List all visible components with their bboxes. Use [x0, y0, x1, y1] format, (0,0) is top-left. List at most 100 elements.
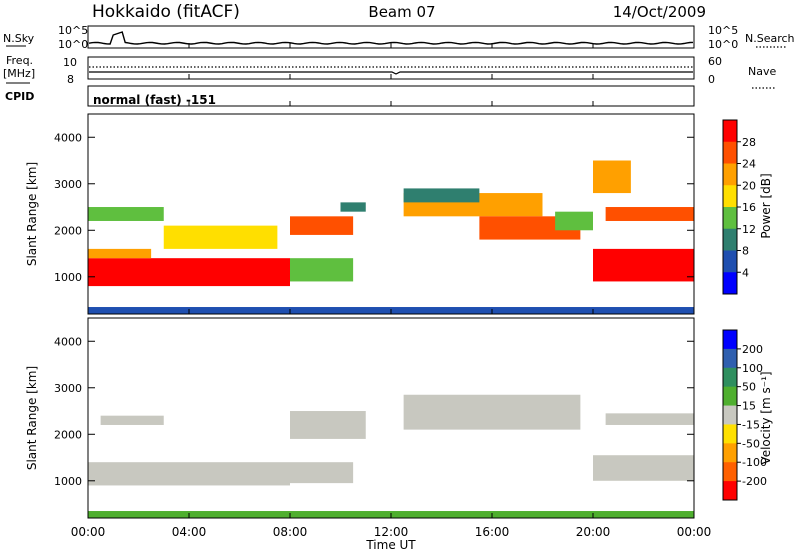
power-colorbar-tick-label: 4 [742, 266, 749, 279]
velocity-region [100, 415, 164, 425]
date-title: 14/Oct/2009 [613, 3, 706, 21]
y-tick-label: 4000 [54, 131, 82, 144]
power-region [88, 207, 164, 221]
y-tick-label: 2000 [54, 428, 82, 441]
power-region [340, 202, 366, 212]
power-colorbar-tick-label: 24 [742, 158, 756, 171]
time-x-axis: 00:00 04:00 08:00 12:00 16:00 20:00 00:00 [71, 43, 712, 539]
velocity-ylabel: Slant Range [km] [25, 366, 39, 470]
power-region [555, 211, 593, 231]
power-region [593, 248, 694, 282]
velocity-colorbar-tick-label: -200 [742, 475, 767, 488]
velocity-colorbar-segment [723, 330, 737, 350]
velocity-colorbar-segment [723, 481, 737, 501]
power-colorbar-segment [723, 163, 737, 186]
velocity-colorbar-tick-label: -15 [742, 418, 760, 431]
freq-tick-top: 10 [63, 56, 77, 69]
power-colorbar-tick-label: 12 [742, 223, 756, 236]
y-tick-label: 4000 [54, 335, 82, 348]
velocity-colorbar-segment [723, 424, 737, 444]
xlabel: Time UT [365, 538, 416, 552]
nave-tick-bottom: 0 [708, 73, 715, 86]
x-tick-label: 20:00 [576, 525, 611, 539]
velocity-colorbar: 200 100 50 15 -15 -50 -100 -200 [722, 329, 767, 501]
nsky-tick-top: 10^5 [58, 24, 88, 37]
velocity-y-axis: 4000 3000 2000 1000 [54, 335, 694, 488]
power-region [290, 216, 354, 235]
power-ylabel: Slant Range [km] [25, 162, 39, 266]
velocity-colorbar-tick-label: 15 [742, 400, 756, 413]
power-colorbar-segment [723, 207, 737, 230]
nsky-label: N.Sky [3, 32, 35, 45]
beam-title: Beam 07 [368, 3, 435, 21]
freq-label-line1: Freq. [6, 54, 33, 67]
power-colorbar: 28 24 20 16 12 8 4 [722, 119, 756, 295]
power-colorbar-segment [723, 228, 737, 251]
power-region [88, 258, 290, 287]
nsky-count-trace [88, 31, 694, 45]
power-colorbar-tick-label: 28 [742, 136, 756, 149]
nsearch-tick-bottom: 10^0 [708, 38, 738, 51]
nsearch-tick-top: 10^5 [708, 24, 738, 37]
nave-tick-top: 60 [708, 55, 722, 68]
velocity-colorbar-segment [723, 367, 737, 388]
velocity-region [605, 413, 694, 425]
power-colorbar-segment [723, 141, 737, 164]
power-colorbar-segment [723, 120, 737, 143]
velocity-colorbar-segment [723, 443, 737, 463]
power-region [290, 258, 354, 282]
y-tick-label: 3000 [54, 382, 82, 395]
velocity-region [290, 411, 366, 439]
power-y-axis: 4000 3000 2000 1000 [54, 131, 694, 284]
nsky-tick-bottom: 10^0 [58, 38, 88, 51]
x-tick-label: 08:00 [273, 525, 308, 539]
velocity-colorbar-segment [723, 405, 737, 425]
power-colorbar-segment [723, 250, 737, 273]
power-colorbar-label: Power [dB] [759, 173, 773, 238]
x-tick-label: 12:00 [374, 525, 409, 539]
y-tick-label: 1000 [54, 475, 82, 488]
velocity-colorbar-label: Velocity [m s⁻¹] [759, 371, 773, 464]
x-tick-label: 16:00 [475, 525, 510, 539]
x-tick-label: 00:00 [677, 525, 712, 539]
velocity-colorbar-tick-label: 50 [742, 381, 756, 394]
velocity-colorbar-segment [723, 386, 737, 407]
velocity-region [88, 462, 290, 486]
y-tick-label: 3000 [54, 178, 82, 191]
power-colorbar-segment [723, 185, 737, 208]
velocity-region [403, 394, 581, 430]
power-region [593, 160, 631, 194]
power-colorbar-tick-label: 20 [742, 179, 756, 192]
power-heatmap [88, 160, 694, 314]
nsky-trace-line [88, 31, 694, 45]
velocity-colorbar-tick-label: 200 [742, 343, 763, 356]
cpid-value: normal (fast) -151 [93, 93, 216, 107]
y-tick-label: 1000 [54, 271, 82, 284]
velocity-colorbar-tick-label: -50 [742, 437, 760, 450]
velocity-region [290, 462, 354, 484]
velocity-colorbar-tick-label: 100 [742, 362, 763, 375]
freq-trace [89, 71, 693, 75]
y-tick-label: 2000 [54, 224, 82, 237]
velocity-panel-frame [87, 317, 695, 519]
cpid-label: CPID [5, 90, 34, 103]
nave-label: Nave [748, 65, 776, 78]
station-title: Hokkaido (fitACF) [92, 2, 240, 22]
power-region [605, 207, 694, 221]
power-region [403, 188, 480, 203]
power-region [88, 248, 152, 259]
power-colorbar-tick-label: 8 [742, 245, 749, 258]
velocity-colorbar-segment [723, 348, 737, 369]
velocity-colorbar-frame [722, 329, 738, 501]
nsearch-label: N.Search [745, 32, 795, 45]
velocity-colorbar-tick-label: -100 [742, 456, 767, 469]
power-region [163, 225, 278, 249]
velocity-colorbar-segment [723, 462, 737, 482]
velocity-heatmap [88, 394, 694, 518]
x-tick-label: 00:00 [71, 525, 106, 539]
power-colorbar-tick-label: 16 [742, 201, 756, 214]
velocity-region [593, 455, 694, 481]
x-tick-label: 04:00 [172, 525, 207, 539]
freq-tick-bottom: 8 [67, 73, 74, 86]
